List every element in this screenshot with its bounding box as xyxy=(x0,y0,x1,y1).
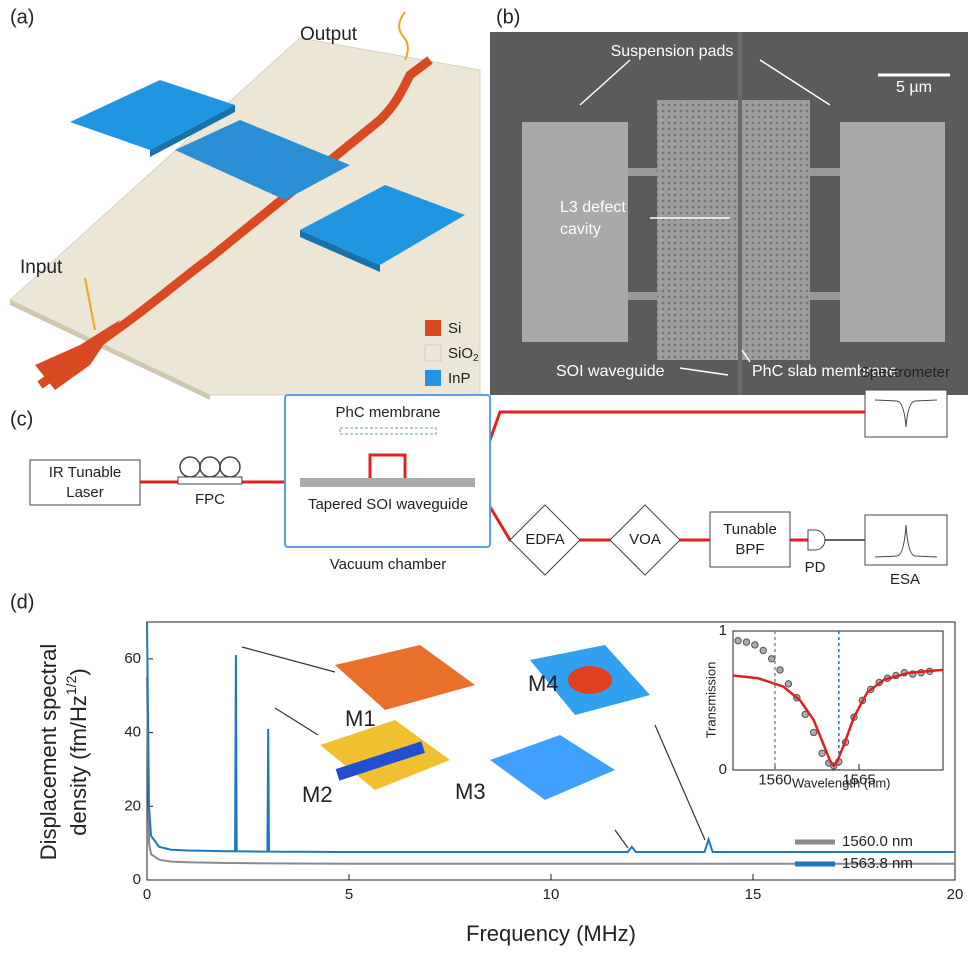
box xyxy=(865,390,947,437)
panel-label: (b) xyxy=(496,6,520,28)
pd xyxy=(808,530,825,550)
subscript: 2 xyxy=(473,353,479,364)
label: EDFA xyxy=(525,531,564,548)
y-axis-label: Displacement spectral xyxy=(36,644,61,860)
panel-d: (d) Frequency (MHz) Displacement spectra… xyxy=(10,591,955,946)
label: PhC membrane xyxy=(335,404,440,421)
label: Vacuum chamber xyxy=(330,556,446,573)
data-point xyxy=(810,729,816,735)
label: Output xyxy=(300,24,358,45)
legend-swatch xyxy=(425,370,441,386)
label: IR Tunable xyxy=(49,464,122,481)
box xyxy=(865,515,947,565)
y-axis-label: density (fm/Hz xyxy=(66,695,91,836)
panel-label: (a) xyxy=(10,6,34,28)
legend-label: InP xyxy=(448,370,471,387)
mode-m3 xyxy=(490,735,615,800)
tether xyxy=(810,168,840,176)
mode-label: M1 xyxy=(345,706,376,731)
inset-y-axis-label: Transmission xyxy=(703,662,718,739)
label: FPC xyxy=(195,491,225,508)
mode-arrows xyxy=(242,647,705,848)
x-tick-label: 0 xyxy=(143,886,151,903)
x-tick-label: 15 xyxy=(745,886,762,903)
panel-b: (b) 5 µm Suspension pads L3 defect cavit… xyxy=(490,6,968,395)
legend-label: 1560.0 nm xyxy=(842,833,913,850)
figure: (a) Output Input Si SiO2 InP (b) 5 µm Su… xyxy=(0,0,973,953)
label: Tunable xyxy=(723,521,777,538)
y-tick-label: 20 xyxy=(124,797,141,814)
superscript: 1/2 xyxy=(63,675,79,695)
panel-label: (c) xyxy=(10,408,33,430)
scale-label: 5 µm xyxy=(896,79,932,96)
label: VOA xyxy=(629,531,661,548)
label: Tapered SOI waveguide xyxy=(308,496,468,513)
mode-label: M2 xyxy=(302,782,333,807)
inset-x-axis-label: Wavelength (nm) xyxy=(792,775,891,790)
tether xyxy=(628,292,658,300)
x-tick-label: 5 xyxy=(345,886,353,903)
y-tick-label: 60 xyxy=(124,650,141,667)
output-wave xyxy=(399,12,408,60)
suspension-pad xyxy=(840,122,945,342)
legend-label: Si xyxy=(448,320,461,337)
x-tick-label: 1565 xyxy=(842,771,875,788)
data-point xyxy=(743,639,749,645)
label: Spectrometer xyxy=(860,364,950,381)
mode-hot xyxy=(568,666,612,694)
data-point xyxy=(752,642,758,648)
annotation: cavity xyxy=(560,221,601,238)
legend-swatch xyxy=(425,320,441,336)
x-tick-label: 10 xyxy=(543,886,560,903)
label: ESA xyxy=(890,571,920,588)
fpc-coils xyxy=(180,457,240,477)
data-point xyxy=(819,750,825,756)
panel-label: (d) xyxy=(10,591,34,613)
y-tick-label: 0 xyxy=(719,761,727,778)
data-point xyxy=(785,681,791,687)
data-point xyxy=(768,656,774,662)
annotation: L3 defect xyxy=(560,199,626,216)
mode-m1 xyxy=(335,645,475,710)
y-tick-label: 40 xyxy=(124,724,141,741)
y-tick-label: 1 xyxy=(719,622,727,639)
legend-label: 1563.8 nm xyxy=(842,855,913,872)
fpc-base xyxy=(178,477,242,484)
annotation: SOI waveguide xyxy=(556,363,665,380)
label: Laser xyxy=(66,484,104,501)
mode-label: M4 xyxy=(528,671,559,696)
annotation: Suspension pads xyxy=(611,43,734,60)
tether xyxy=(628,168,658,176)
panel-a: (a) Output Input Si SiO2 InP xyxy=(10,6,480,400)
data-point xyxy=(760,647,766,653)
legend-label: SiO xyxy=(448,345,473,362)
x-tick-label: 1560 xyxy=(758,771,791,788)
soi-waveguide xyxy=(300,478,475,487)
data-point xyxy=(777,667,783,673)
mode-label: M3 xyxy=(455,779,486,804)
label: BPF xyxy=(735,541,764,558)
y-tick-label: 0 xyxy=(133,871,141,888)
panel-c: (c) IR Tunable Laser FPC PhC membrane Ta… xyxy=(10,364,950,588)
y-axis-label: density (fm/Hz1/2) xyxy=(63,668,91,835)
label: Input xyxy=(20,257,63,278)
y-axis-label: ) xyxy=(66,668,91,675)
tether xyxy=(810,292,840,300)
data-point xyxy=(735,638,741,644)
legend-swatch xyxy=(425,345,441,361)
phc-membrane xyxy=(340,428,436,434)
label: PD xyxy=(805,559,826,576)
x-axis-label: Frequency (MHz) xyxy=(466,921,636,946)
x-tick-label: 20 xyxy=(947,886,964,903)
phc-holes xyxy=(657,100,810,360)
